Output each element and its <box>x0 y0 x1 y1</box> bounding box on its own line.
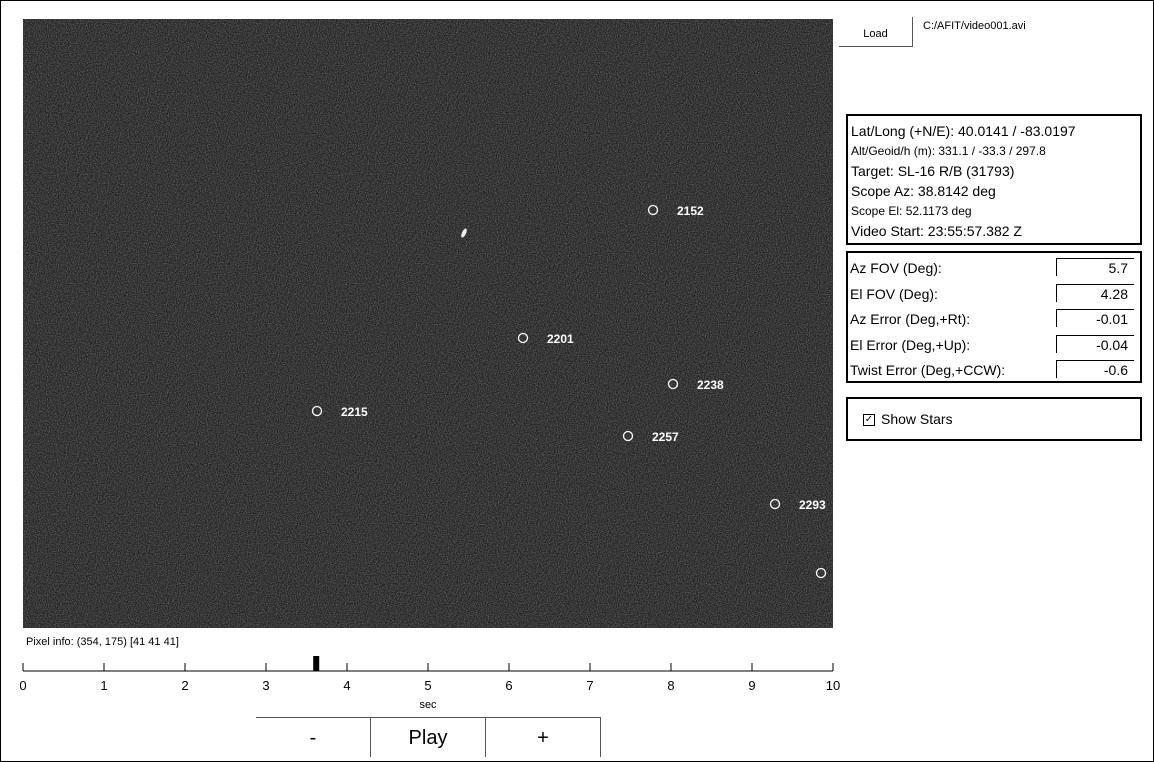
info-line: Target: SL-16 R/B (31793) <box>851 163 1015 179</box>
info-line: Scope Az: 38.8142 deg <box>851 183 996 199</box>
info-line: Lat/Long (+N/E): 40.0141 / -83.0197 <box>851 123 1076 139</box>
star-label: 2201 <box>547 332 574 346</box>
timeline-thumb[interactable] <box>313 656 320 671</box>
star-marker <box>815 567 827 579</box>
control-button[interactable]: - <box>256 717 371 757</box>
tick-label: 4 <box>343 678 350 693</box>
tick-label: 10 <box>826 678 840 693</box>
star-marker <box>769 498 781 510</box>
video-frame: 2152 2201 2238 2215 2257 2293 <box>23 19 833 628</box>
field-row: El Error (Deg,+Up): -0.04 <box>848 332 1142 358</box>
checkbox-label[interactable]: Show Stars <box>881 411 953 427</box>
star-label: 2293 <box>799 498 826 512</box>
field-label: Az Error (Deg,+Rt): <box>850 311 971 327</box>
field-value: -0.04 <box>1056 334 1134 353</box>
star-label: 2257 <box>652 430 679 444</box>
tick-label: 5 <box>424 678 431 693</box>
field-label: El FOV (Deg): <box>850 285 938 302</box>
checkbox[interactable]: ✓ <box>863 414 875 426</box>
pixel-info: Pixel info: (354, 175) [41 41 41] <box>26 636 179 648</box>
field-value: -0.01 <box>1056 309 1134 327</box>
star-label: 2152 <box>677 204 704 218</box>
tick-label: 3 <box>262 678 269 693</box>
file-path: C:/AFIT/video001.avi <box>923 20 1026 32</box>
field-row: Az FOV (Deg): 5.7 <box>848 255 1142 281</box>
field-label: El Error (Deg,+Up): <box>850 336 971 353</box>
tick-label: 2 <box>181 678 188 693</box>
star-marker <box>517 332 529 344</box>
tick-label: 1 <box>100 678 107 693</box>
axis-label: sec <box>419 699 437 711</box>
info-panel: Lat/Long (+N/E): 40.0141 / -83.0197 Alt/G… <box>846 114 1142 245</box>
load-button[interactable]: Load <box>839 17 913 47</box>
star-marker <box>647 204 659 216</box>
star-label: 2215 <box>341 405 368 419</box>
field-row: Twist Error (Deg,+CCW): -0.6 <box>848 357 1142 383</box>
info-line: Scope El: 52.1173 deg <box>851 204 972 218</box>
control-button[interactable]: + <box>486 717 601 757</box>
timeline: 0 1 2 3 4 5 6 7 8 9 10 sec <box>19 656 840 711</box>
fields-panel: Az FOV (Deg): 5.7 El FOV (Deg): 4.28 Az Erro… <box>846 251 1142 383</box>
show-stars-panel: ✓ Show Stars <box>846 397 1142 441</box>
field-label: Twist Error (Deg,+CCW): <box>850 362 1006 378</box>
star-marker <box>622 430 634 442</box>
tick-label: 0 <box>19 678 26 693</box>
field-row: Az Error (Deg,+Rt): -0.01 <box>848 306 1142 332</box>
star-marker <box>667 378 679 390</box>
field-row: El FOV (Deg): 4.28 <box>848 281 1142 307</box>
field-value: 4.28 <box>1056 283 1134 302</box>
tick-label: 9 <box>748 678 755 693</box>
tick-label: 8 <box>667 678 674 693</box>
field-label: Az FOV (Deg): <box>850 260 942 276</box>
field-value: 5.7 <box>1056 258 1134 276</box>
info-line: Video Start: 23:55:57.382 Z <box>851 223 1022 239</box>
star-marker <box>311 405 323 417</box>
satellite <box>461 228 467 238</box>
star-label: 2238 <box>697 378 724 392</box>
control-button[interactable]: Play <box>371 717 486 757</box>
field-value: -0.6 <box>1056 360 1134 378</box>
tick-label: 6 <box>505 678 512 693</box>
tick-label: 7 <box>586 678 593 693</box>
info-line: Alt/Geoid/h (m): 331.1 / -33.3 / 297.8 <box>851 144 1046 158</box>
